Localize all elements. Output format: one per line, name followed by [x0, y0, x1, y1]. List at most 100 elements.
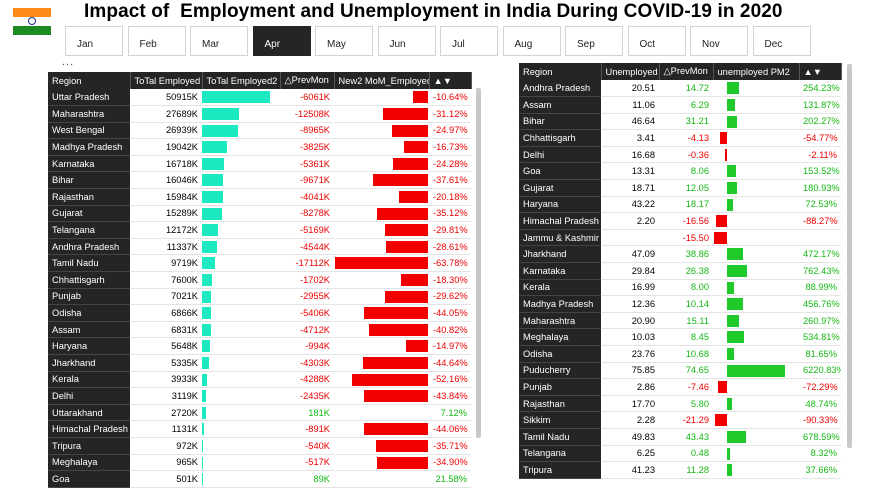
table-row[interactable]: Maharashtra 27689K -12508K -31.12%	[48, 105, 471, 123]
column-header[interactable]: unemployed PM2	[713, 63, 800, 80]
month-button-sep[interactable]: Sep	[565, 26, 623, 56]
region-cell: Delhi	[519, 146, 601, 164]
employed-table-scrollbar[interactable]	[476, 88, 481, 438]
unemployed-pm-percent-cell: 180.93%	[799, 179, 841, 197]
unemployed-table-scrollbar[interactable]	[847, 64, 852, 448]
column-header[interactable]: Unemployed	[601, 63, 660, 80]
month-button-jul[interactable]: Jul	[440, 26, 498, 56]
table-row[interactable]: Gujarat 15289K -8278K -35.12%	[48, 205, 471, 223]
column-header[interactable]: △PrevMon	[659, 63, 714, 80]
column-header[interactable]: ▲▼	[799, 63, 842, 80]
table-row[interactable]: Odisha 23.76 10.68 81.65%	[519, 345, 841, 363]
month-button-jun[interactable]: Jun	[377, 26, 436, 56]
table-row[interactable]: Rajasthan 15984K -4041K -20.18%	[48, 188, 471, 206]
table-row[interactable]: Jharkhand 5335K -4303K -44.64%	[48, 354, 471, 372]
table-row[interactable]: Chhattisgarh 3.41 -4.13 -54.77%	[519, 129, 841, 147]
mom-bar-cell	[334, 321, 429, 339]
prev-month-cell: -4288K	[280, 371, 334, 389]
table-row[interactable]: Chhattisgarh 7600K -1702K -18.30%	[48, 271, 471, 289]
table-row[interactable]: Puducherry 75.85 74.65 6220.83%	[519, 362, 841, 380]
unemployed-cell: 16.99	[601, 279, 659, 297]
table-row[interactable]: Kerala 16.99 8.00 88.99%	[519, 279, 841, 297]
mom-bar	[352, 373, 428, 386]
table-row[interactable]: Meghalaya 10.03 8.45 534.81%	[519, 328, 841, 346]
table-row[interactable]: Assam 11.06 6.29 131.87%	[519, 96, 841, 114]
month-button-mar[interactable]: Mar	[190, 26, 248, 56]
month-button-nov[interactable]: Nov	[690, 26, 748, 56]
prev-month-cell: 26.38	[659, 262, 713, 280]
table-row[interactable]: Andhra Pradesh 20.51 14.72 254.23%	[519, 80, 841, 98]
column-header[interactable]: New2 MoM_Employed	[334, 72, 430, 89]
unemployed-pm-percent-cell: 48.74%	[799, 395, 841, 413]
table-row[interactable]: Gujarat 18.71 12.05 180.93%	[519, 179, 841, 197]
total-employed-bar	[202, 406, 206, 419]
total-employed-cell: 19042K	[130, 138, 202, 156]
month-button-apr[interactable]: Apr	[252, 26, 311, 56]
table-row[interactable]: Delhi 16.68 -0.36 -2.11%	[519, 146, 841, 164]
column-header[interactable]: ToTal Employed	[130, 72, 203, 89]
table-row[interactable]: Karnataka 16718K -5361K -24.28%	[48, 155, 471, 173]
month-button-feb[interactable]: Feb	[127, 26, 186, 56]
table-row[interactable]: Rajasthan 17.70 5.80 48.74%	[519, 395, 841, 413]
table-row[interactable]: West Bengal 26939K -8965K -24.97%	[48, 122, 471, 140]
table-row[interactable]: Jharkhand 47.09 38.86 472.17%	[519, 245, 841, 264]
column-header[interactable]: △PrevMon	[280, 72, 335, 89]
month-button-oct[interactable]: Oct	[627, 26, 686, 56]
table-row[interactable]: Madhya Pradesh 19042K -3825K -16.73%	[48, 138, 471, 156]
unemployed-cell: 20.90	[601, 312, 659, 330]
table-row[interactable]: Tripura 41.23 11.28 37.66%	[519, 461, 841, 479]
table-row[interactable]: Punjab 2.86 -7.46 -72.29%	[519, 378, 841, 396]
table-row[interactable]: Delhi 3119K -2435K -43.84%	[48, 387, 471, 405]
month-button-dec[interactable]: Dec	[752, 26, 811, 56]
table-row[interactable]: Bihar 46.64 31.21 202.27%	[519, 113, 841, 131]
mom-bar-cell	[334, 304, 429, 322]
region-cell: Karnataka	[48, 155, 130, 173]
table-row[interactable]: Haryana 43.22 18.17 72.53%	[519, 196, 841, 214]
table-row[interactable]: Tripura 972K -540K -35.71%	[48, 437, 471, 455]
unemployed-pm-percent-cell: 472.17%	[799, 245, 841, 264]
table-row[interactable]: Uttarakhand 2720K 181K 7.12%	[48, 404, 471, 422]
unemployed-pm-bar	[717, 381, 727, 394]
table-row[interactable]: Meghalaya 965K -517K -34.90%	[48, 454, 471, 472]
month-button-aug[interactable]: Aug	[502, 26, 561, 56]
table-row[interactable]: Haryana 5648K -994K -14.97%	[48, 337, 471, 355]
month-button-may[interactable]: May	[315, 26, 373, 56]
mom-percent-cell: -20.18%	[429, 188, 471, 206]
table-row[interactable]: Sikkim 2.28 -21.29 -90.33%	[519, 411, 841, 429]
mom-percent-cell: -24.97%	[429, 122, 471, 140]
table-row[interactable]: Himachal Pradesh 1131K -891K -44.06%	[48, 420, 471, 438]
unemployed-pm-bar-cell	[713, 411, 799, 429]
total-employed-cell: 50915K	[130, 89, 202, 107]
column-header[interactable]: Region	[519, 63, 602, 80]
table-row[interactable]: Andhra Pradesh 11337K -4544K -28.61%	[48, 238, 471, 256]
table-row[interactable]: Tamil Nadu 49.83 43.43 678.59%	[519, 428, 841, 446]
table-row[interactable]: Uttar Pradesh 50915K -6061K -10.64%	[48, 89, 471, 107]
table-row[interactable]: Himachal Pradesh 2.20 -16.56 -88.27%	[519, 212, 841, 230]
unemployed-pm-bar	[727, 447, 730, 460]
total-employed-cell: 15984K	[130, 188, 202, 206]
column-header[interactable]: Region	[48, 72, 131, 89]
table-row[interactable]: Jammu & Kashmir -15.50	[519, 229, 841, 247]
column-header[interactable]: ▲▼	[429, 72, 472, 89]
table-row[interactable]: Telangana 6.25 0.48 8.32%	[519, 445, 841, 463]
table-row[interactable]: Bihar 16046K -9671K -37.61%	[48, 171, 471, 190]
table-row[interactable]: Karnataka 29.84 26.38 762.43%	[519, 262, 841, 280]
table-row[interactable]: Odisha 6866K -5406K -44.05%	[48, 304, 471, 322]
table-row[interactable]: Punjab 7021K -2955K -29.62%	[48, 288, 471, 306]
table-row[interactable]: Goa 13.31 8.06 153.52%	[519, 162, 841, 181]
mom-bar	[384, 290, 428, 303]
total-employed-bar	[202, 390, 207, 403]
column-header[interactable]: ToTal Employed2	[202, 72, 281, 89]
total-employed-bar-cell	[202, 354, 280, 372]
table-row[interactable]: Telangana 12172K -5169K -29.81%	[48, 221, 471, 239]
table-row[interactable]: Tamil Nadu 9719K -17112K -63.78%	[48, 254, 471, 273]
month-button-jan[interactable]: Jan	[65, 26, 123, 56]
more-options-icon[interactable]: ...	[62, 56, 75, 68]
table-row[interactable]: Goa 501K 89K 21.58%	[48, 470, 471, 488]
table-row[interactable]: Maharashtra 20.90 15.11 260.97%	[519, 312, 841, 330]
total-employed-bar-cell	[202, 371, 280, 389]
table-row[interactable]: Kerala 3933K -4288K -52.16%	[48, 371, 471, 389]
table-row[interactable]: Assam 6831K -4712K -40.82%	[48, 321, 471, 339]
region-cell: Haryana	[519, 196, 601, 214]
table-row[interactable]: Madhya Pradesh 12.36 10.14 456.76%	[519, 295, 841, 313]
